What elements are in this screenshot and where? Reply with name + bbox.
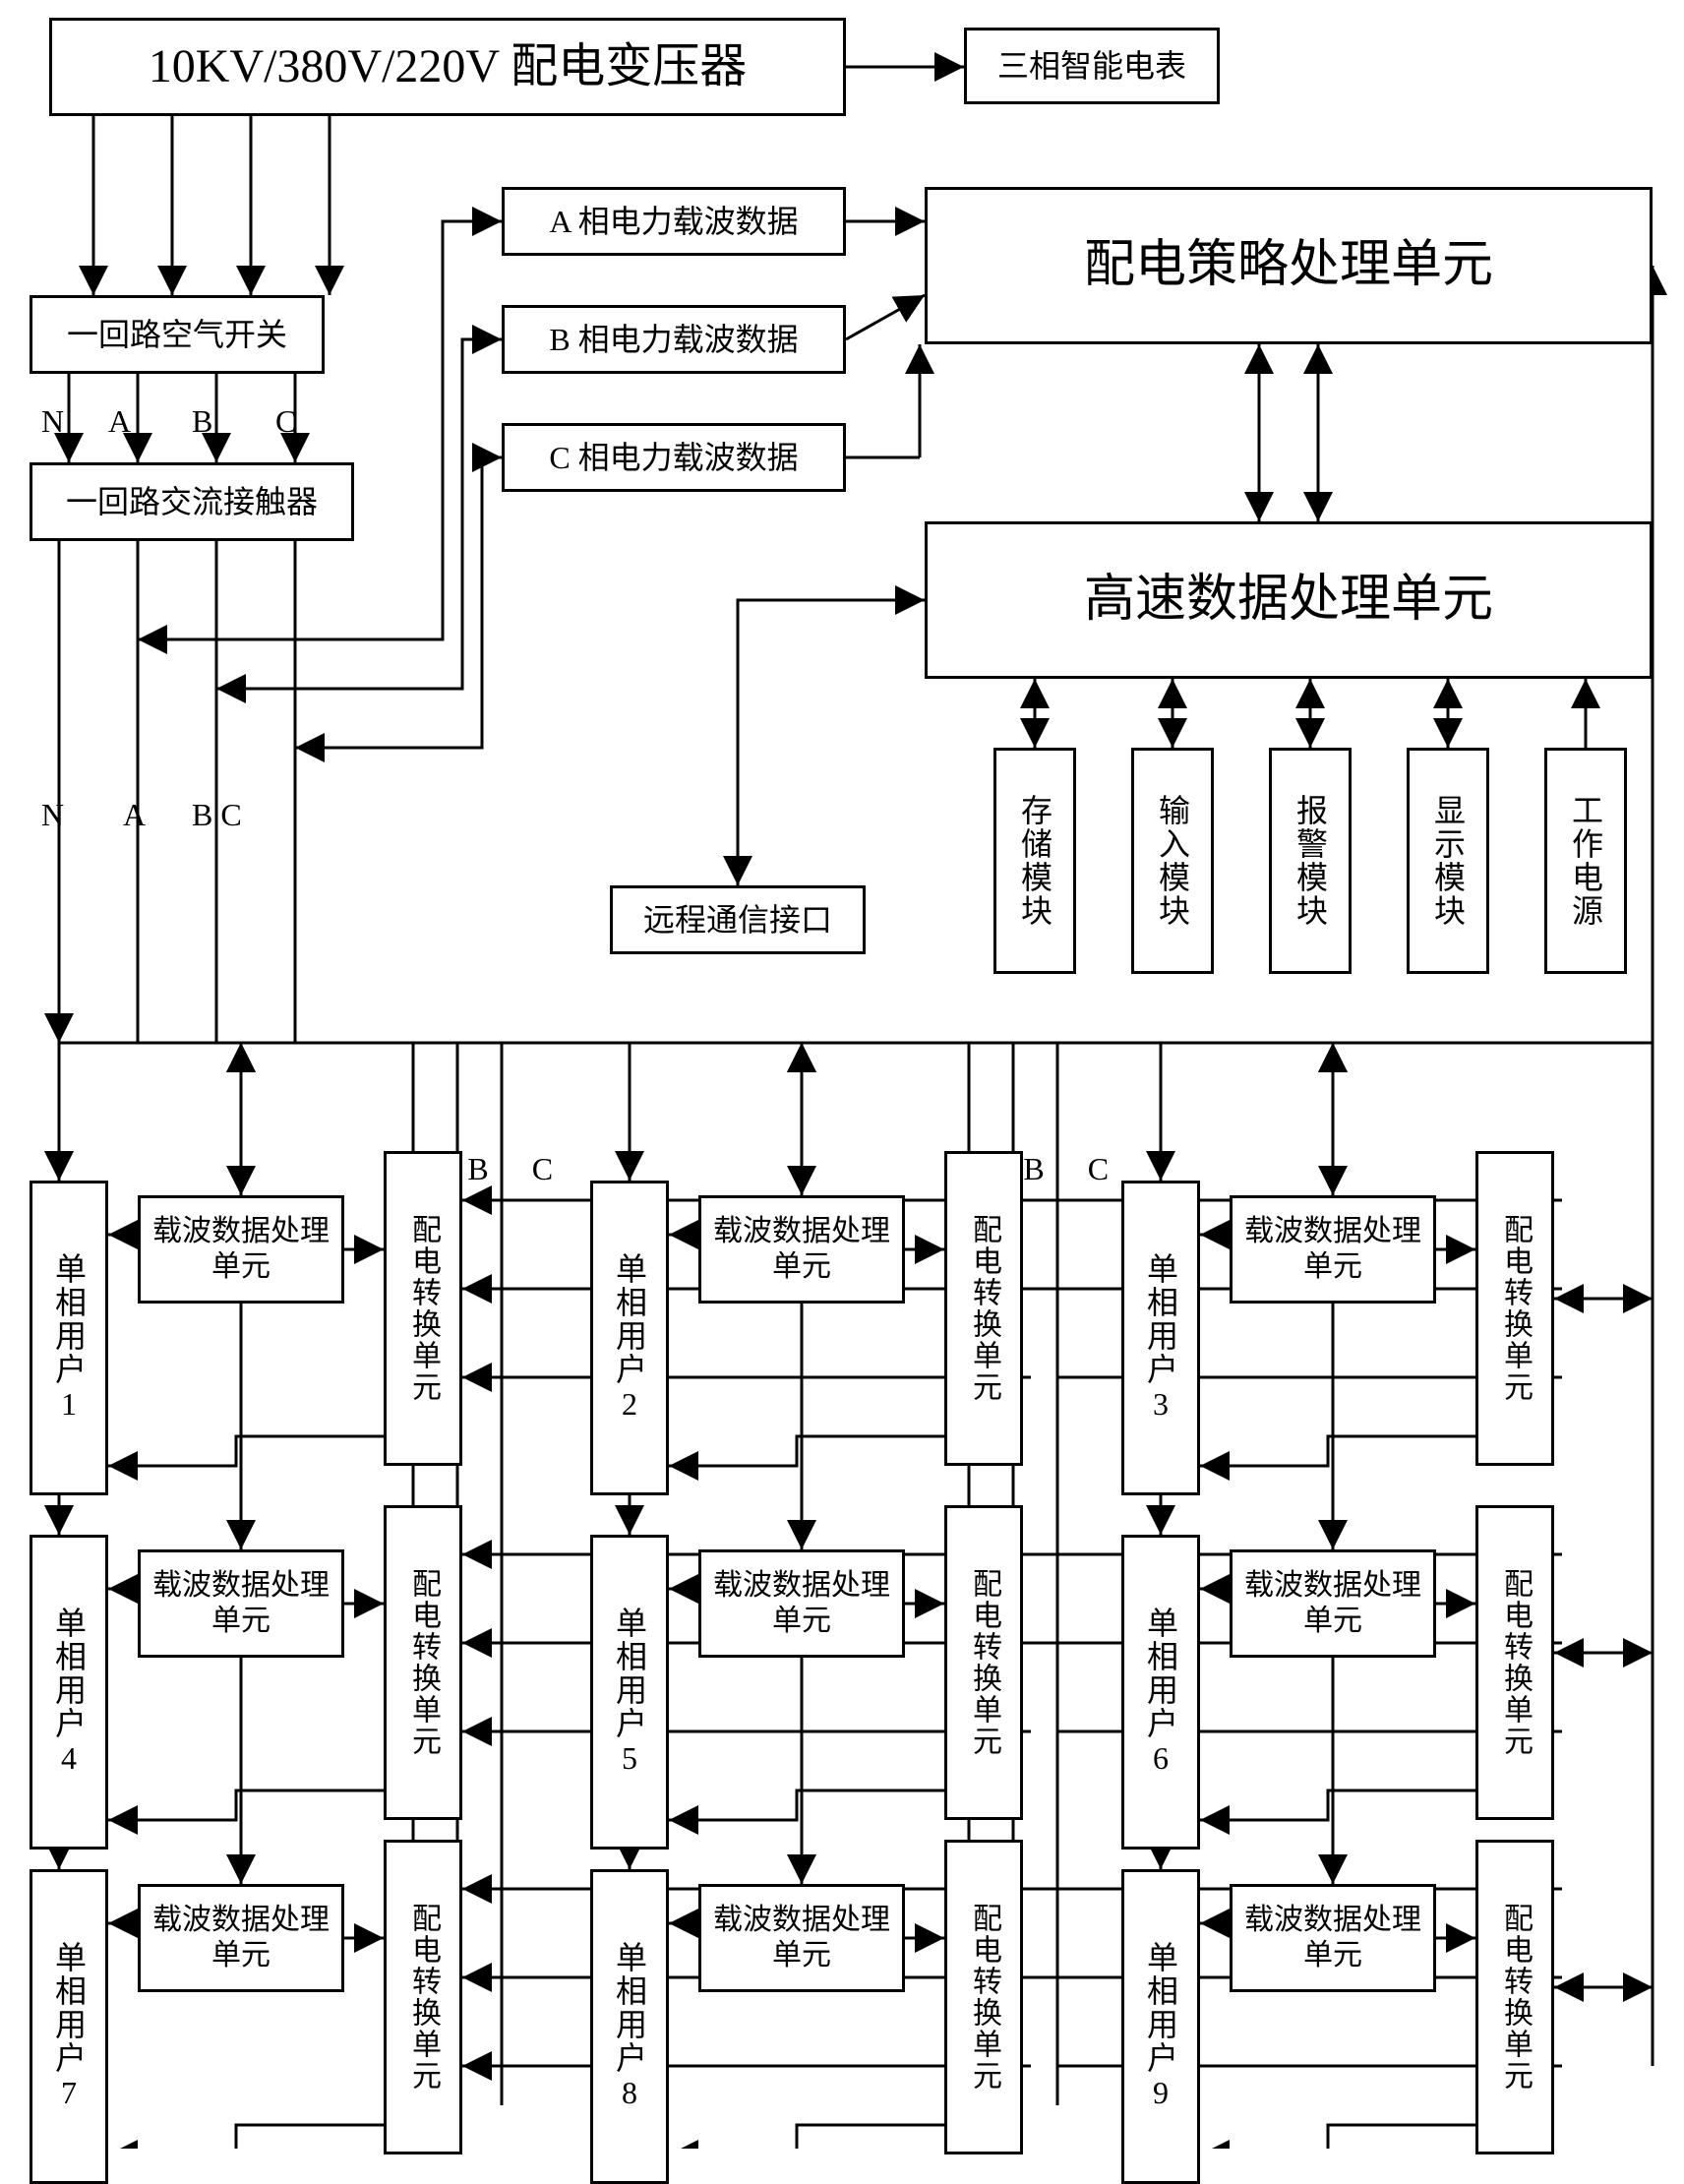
switch-unit-8: 配电转换单元 bbox=[944, 1840, 1023, 2154]
user-box-6: 单相用户6 bbox=[1121, 1535, 1200, 1850]
phase-n-label: N bbox=[41, 403, 64, 440]
user-box-3: 单相用户3 bbox=[1121, 1181, 1200, 1495]
switch-unit-2: 配电转换单元 bbox=[944, 1151, 1023, 1466]
carrier-unit-6: 载波数据处理单元 bbox=[1230, 1549, 1436, 1658]
user-box-8: 单相用户8 bbox=[590, 1869, 669, 2184]
phase-a-label: A bbox=[108, 403, 131, 440]
module-alarm: 报警模块 bbox=[1269, 748, 1352, 974]
user-box-4: 单相用户4 bbox=[30, 1535, 108, 1850]
phase-c-label: C bbox=[275, 403, 296, 440]
carrier-a-box: A 相电力载波数据 bbox=[502, 187, 846, 256]
phase-b-label: B bbox=[192, 403, 212, 440]
carrier-unit-2: 载波数据处理单元 bbox=[698, 1195, 905, 1304]
carrier-unit-8: 载波数据处理单元 bbox=[698, 1884, 905, 1992]
switch-unit-7: 配电转换单元 bbox=[384, 1840, 462, 2154]
carrier-unit-5: 载波数据处理单元 bbox=[698, 1549, 905, 1658]
switch-unit-5: 配电转换单元 bbox=[944, 1505, 1023, 1820]
module-power: 工作电源 bbox=[1544, 748, 1627, 974]
user-box-9: 单相用户9 bbox=[1121, 1869, 1200, 2184]
carrier-unit-1: 载波数据处理单元 bbox=[138, 1195, 344, 1304]
bus-n-label: N bbox=[41, 797, 64, 833]
remote-if-box: 远程通信接口 bbox=[610, 885, 866, 954]
meter-box: 三相智能电表 bbox=[964, 28, 1220, 104]
carrier-unit-3: 载波数据处理单元 bbox=[1230, 1195, 1436, 1304]
module-storage: 存储模块 bbox=[993, 748, 1076, 974]
module-input: 输入模块 bbox=[1131, 748, 1214, 974]
switch-unit-1: 配电转换单元 bbox=[384, 1151, 462, 1466]
switch-unit-6: 配电转换单元 bbox=[1475, 1505, 1554, 1820]
switch-unit-9: 配电转换单元 bbox=[1475, 1840, 1554, 2154]
carrier-unit-9: 载波数据处理单元 bbox=[1230, 1884, 1436, 1992]
contactor-box: 一回路交流接触器 bbox=[30, 462, 354, 541]
air-switch-box: 一回路空气开关 bbox=[30, 295, 325, 374]
user-box-5: 单相用户5 bbox=[590, 1535, 669, 1850]
user-box-2: 单相用户2 bbox=[590, 1181, 669, 1495]
switch-unit-4: 配电转换单元 bbox=[384, 1505, 462, 1820]
carrier-unit-7: 载波数据处理单元 bbox=[138, 1884, 344, 1992]
user-box-1: 单相用户1 bbox=[30, 1181, 108, 1495]
switch-unit-3: 配电转换单元 bbox=[1475, 1151, 1554, 1466]
user-box-7: 单相用户7 bbox=[30, 1869, 108, 2184]
carrier-b-box: B 相电力载波数据 bbox=[502, 305, 846, 374]
module-display: 显示模块 bbox=[1407, 748, 1489, 974]
hsdata-unit-box: 高速数据处理单元 bbox=[925, 521, 1653, 679]
bus-bc-label: B C bbox=[192, 797, 242, 833]
carrier-unit-4: 载波数据处理单元 bbox=[138, 1549, 344, 1658]
strategy-unit-box: 配电策略处理单元 bbox=[925, 187, 1653, 344]
transformer-box: 10KV/380V/220V 配电变压器 bbox=[49, 18, 846, 116]
carrier-c-box: C 相电力载波数据 bbox=[502, 423, 846, 492]
bus-a-label: A bbox=[123, 797, 146, 833]
